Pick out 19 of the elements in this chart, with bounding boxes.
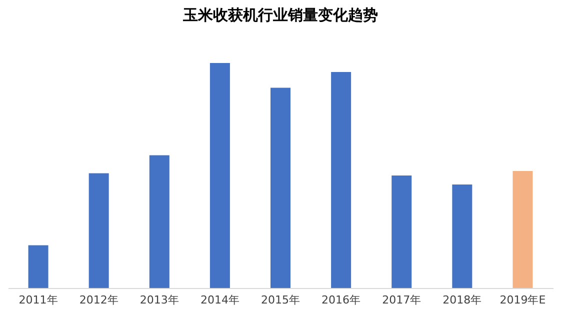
x-tick-label: 2018年	[442, 294, 482, 306]
bar	[149, 155, 170, 288]
bar	[392, 176, 412, 288]
bar	[331, 72, 352, 288]
bar	[512, 171, 533, 288]
x-tick-label: 2011年	[18, 294, 58, 306]
x-tick-label: 2019年E	[500, 294, 546, 306]
x-tick-label: 2013年	[140, 294, 179, 306]
bar	[452, 184, 472, 288]
bar	[210, 63, 230, 288]
x-tick-label: 2016年	[322, 294, 361, 306]
bar	[28, 245, 48, 288]
x-tick-label: 2015年	[261, 294, 300, 306]
bar	[88, 173, 109, 288]
bar	[270, 88, 290, 288]
chart-title: 玉米收获机行业销量变化趋势	[182, 6, 378, 24]
x-tick-label: 2017年	[382, 294, 422, 306]
x-tick-label: 2014年	[200, 294, 240, 306]
x-tick-label: 2012年	[79, 294, 118, 306]
